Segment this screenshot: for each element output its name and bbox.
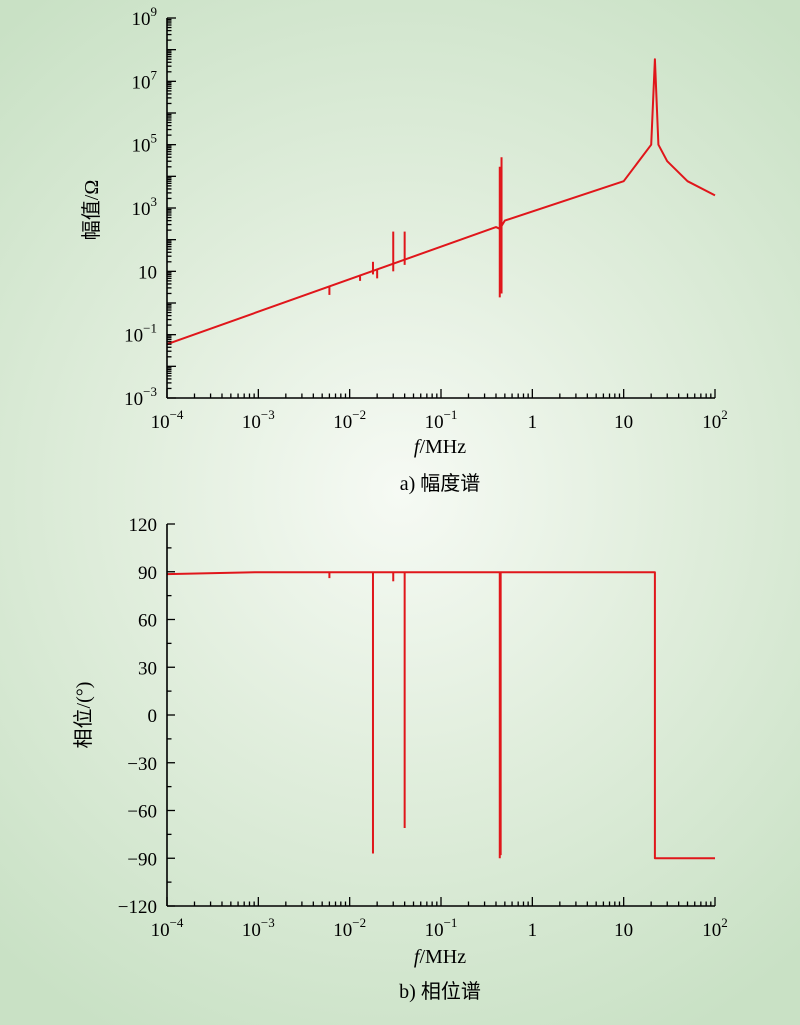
phase-x-tick-label: 10−1 [425,915,458,941]
amplitude-series [166,58,716,346]
amplitude-xlabel-unit: /MHz [419,436,466,458]
amplitude-y-tick-label: 105 [132,131,158,157]
phase-x-tick-label: 10−3 [242,915,275,941]
amplitude-xlabel: f/MHz [414,436,466,458]
amplitude-x-tick-label: 10−2 [333,407,366,433]
amplitude-x-tick-label: 10−1 [425,407,458,433]
phase-labels: 相位/(°) f/MHz b) 相位谱 [72,682,481,1003]
phase-xlabel-symbol: f [414,946,422,968]
amplitude-y-tick-label: 103 [132,194,158,220]
phase-series-line [166,571,715,860]
phase-xlabel: f/MHz [414,946,466,968]
phase-y-tick-label: −60 [127,802,157,823]
phase-x-tick-label: 1 [528,920,538,941]
amplitude-labels: 幅值/Ω f/MHz a) 幅度谱 [80,180,480,495]
phase-y-tick-label: 90 [138,563,157,584]
phase-x-tick-label: 10−2 [333,915,366,941]
amplitude-y-tick-label: 10−3 [124,384,157,410]
amplitude-spectrum-panel: 10−4 10−3 10−2 10−1 1 10 10210−310−11010310510… [80,4,728,495]
phase-xlabel-unit: /MHz [419,946,466,968]
phase-y-tick-label: 0 [148,706,158,727]
phase-spectrum-panel: 10−4 10−3 10−2 10−1 1 10 102 120 90 60 30 0 −30 −60 −9… [72,515,728,1003]
phase-x-tick-label: 10 [614,920,633,941]
phase-series [166,571,715,860]
amplitude-x-tick-label: 10 [614,412,633,433]
phase-y-tick-label: −30 [127,754,157,775]
phase-ylabel: 相位/(°) [72,682,95,749]
phase-y-tick-label: −120 [118,897,157,918]
phase-caption: b) 相位谱 [399,980,481,1003]
amplitude-y-tick-label: 10 [138,262,157,283]
phase-axes: 10−4 10−3 10−2 10−1 1 10 102 120 90 60 30 0 −30 −60 −9… [118,515,728,941]
phase-y-tick-label: 120 [129,515,158,536]
amplitude-ylabel: 幅值/Ω [80,180,103,240]
phase-y-tick-label: 30 [138,658,157,679]
amplitude-x-tick-label: 1 [528,412,538,433]
phase-x-tick-label: 10−4 [151,915,184,941]
amplitude-caption: a) 幅度谱 [400,472,481,495]
phase-y-tick-label: −90 [127,849,157,870]
phase-y-tick-label: 60 [138,611,157,632]
phase-x-tick-label: 102 [702,915,728,941]
amplitude-y-tick-label: 109 [132,4,158,30]
amplitude-x-tick-label: 102 [702,407,728,433]
amplitude-y-tick-label: 107 [132,67,158,93]
amplitude-y-tick-label: 10−1 [124,321,157,347]
amplitude-x-tick-label: 10−4 [151,407,184,433]
amplitude-xlabel-symbol: f [414,436,422,458]
amplitude-axes: 10−4 10−3 10−2 10−1 1 10 10210−310−11010310510… [124,4,728,433]
amplitude-series-line [166,58,716,346]
amplitude-x-tick-label: 10−3 [242,407,275,433]
